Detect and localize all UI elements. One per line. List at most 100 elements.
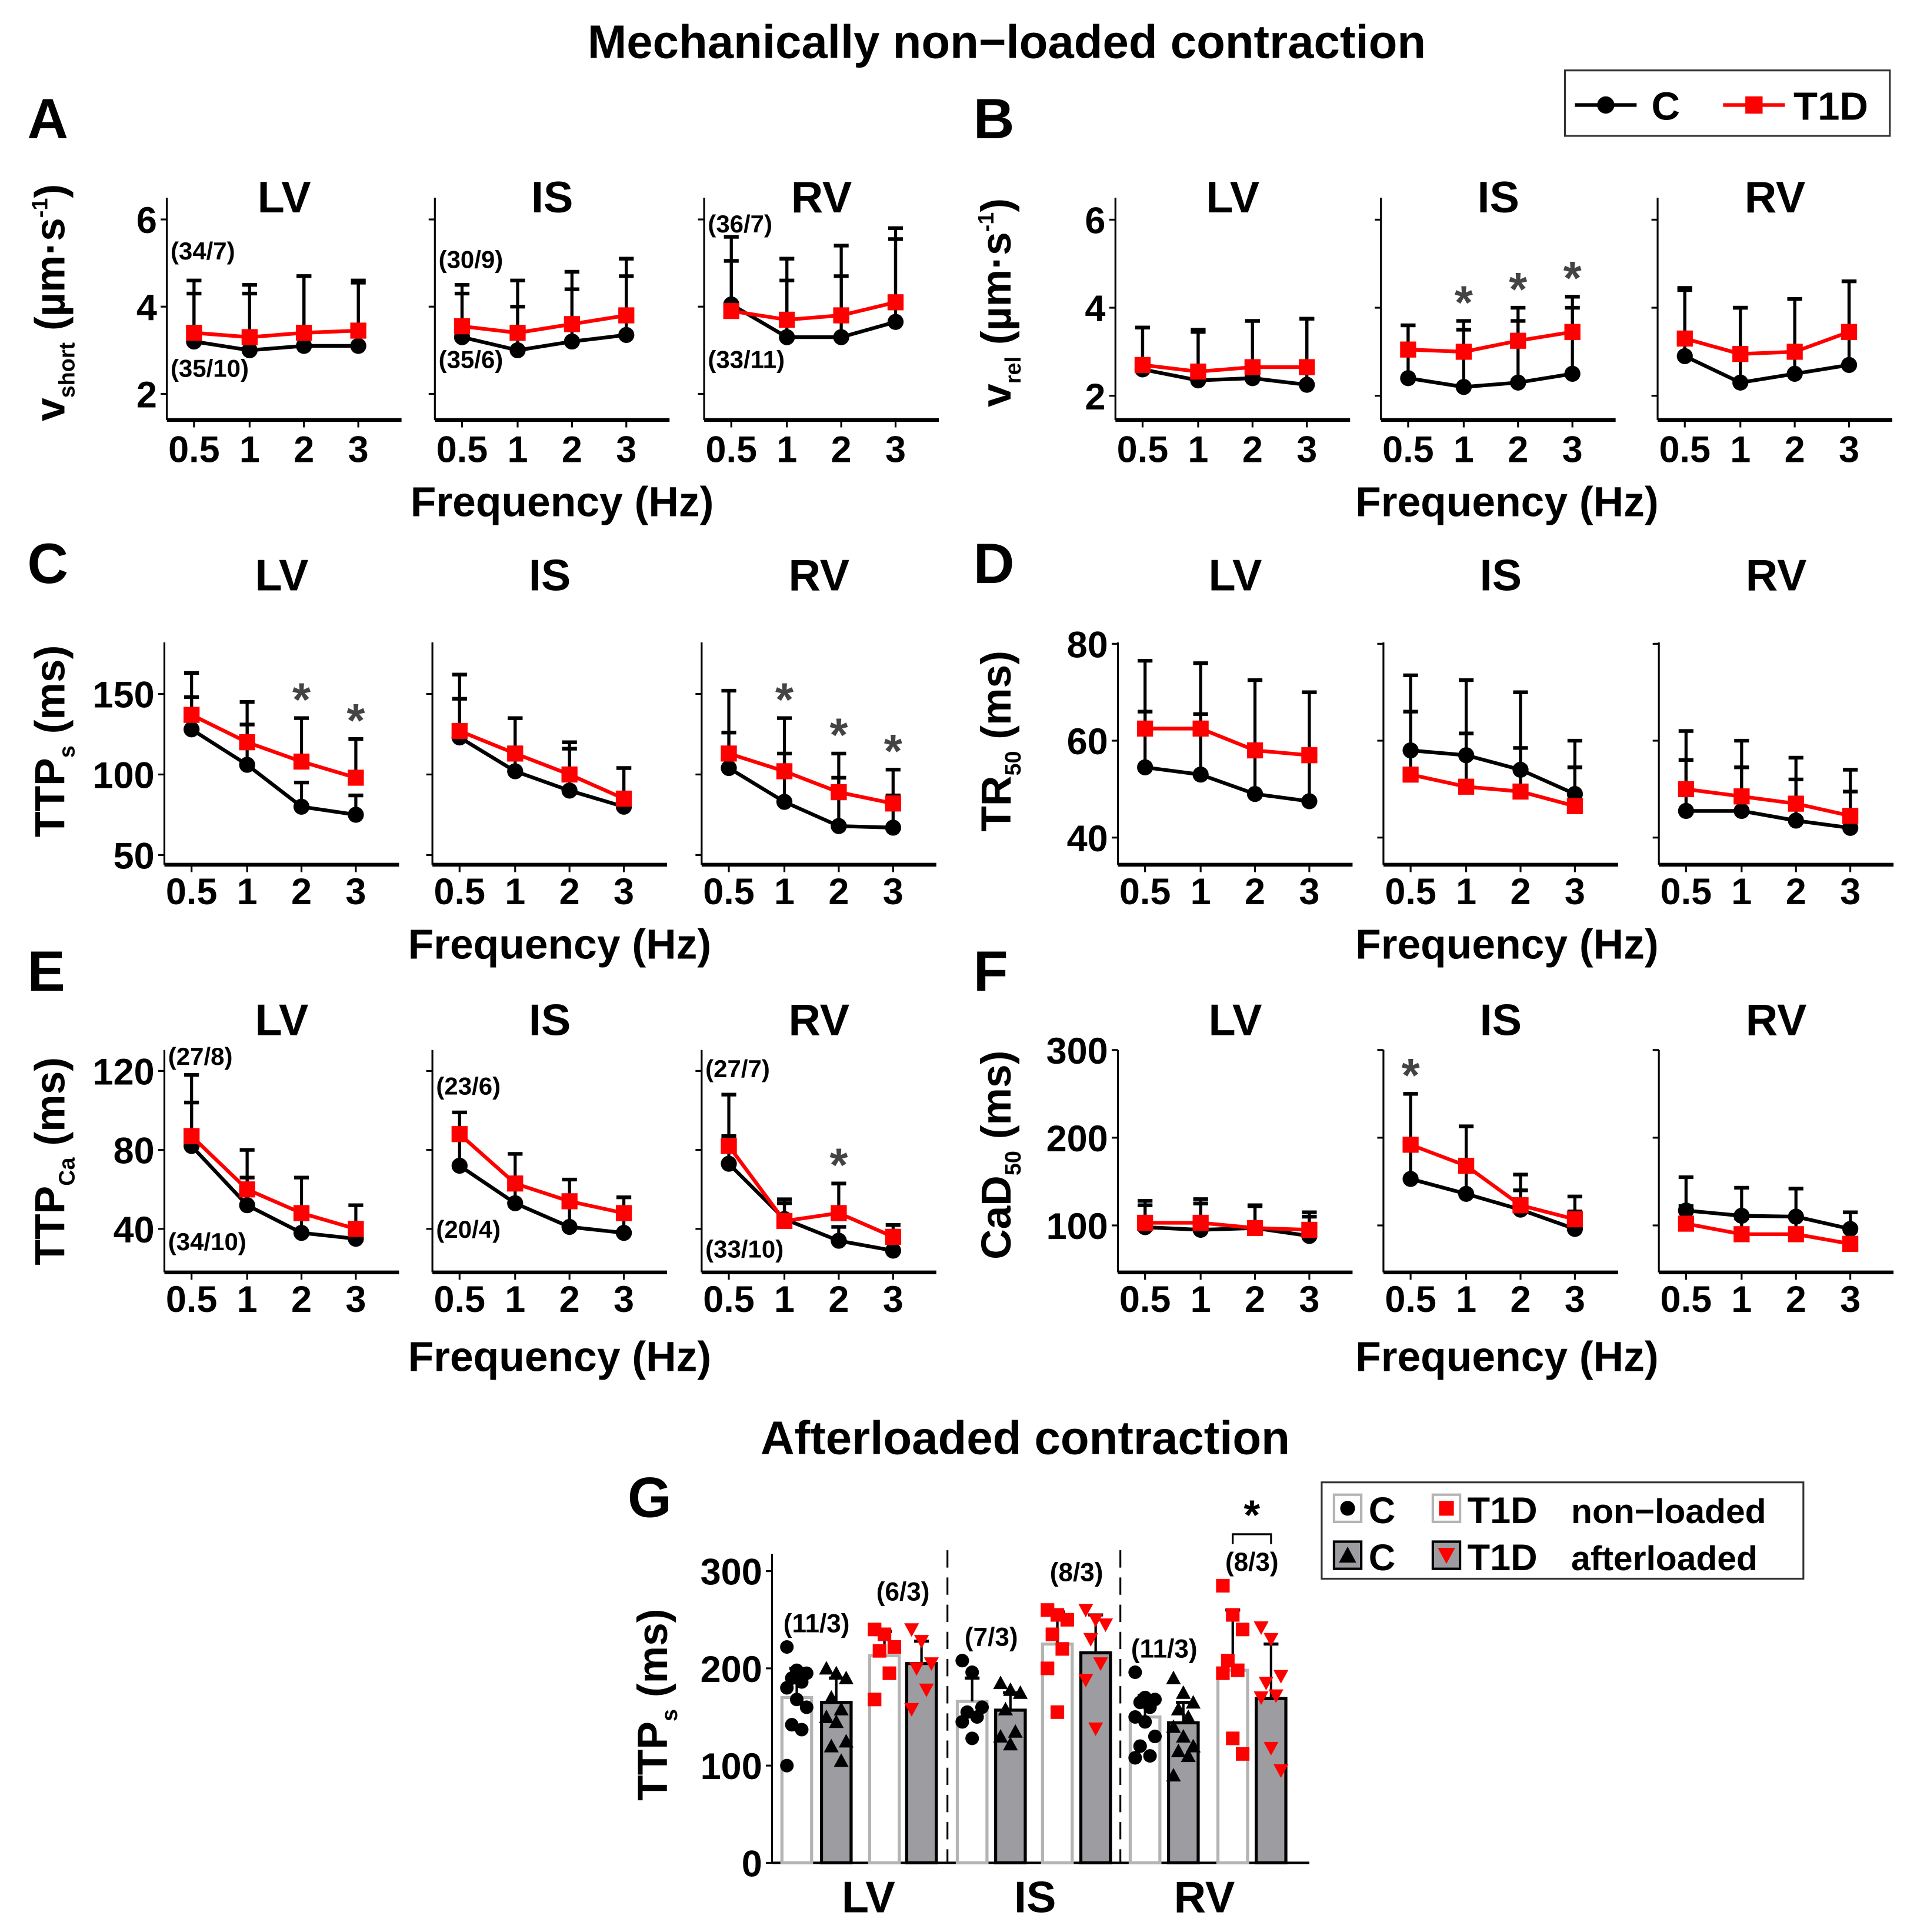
significance-star: * xyxy=(1455,276,1473,328)
y-tick-label: 300 xyxy=(701,1552,762,1593)
data-point-c xyxy=(350,338,366,354)
significance-star: * xyxy=(1243,1491,1260,1538)
x-axis-label: Frequency (Hz) xyxy=(408,1334,712,1381)
data-point-t1d xyxy=(1400,341,1416,358)
x-tick-label: 1 xyxy=(1731,871,1752,912)
subplot-rv: RV 0.5 1 2 3 xyxy=(1651,173,1893,470)
data-point-c xyxy=(1841,357,1858,374)
data-point-square xyxy=(1231,1663,1245,1677)
series-line-t1d xyxy=(462,313,627,335)
series-line-c xyxy=(728,766,894,830)
data-point-t1d xyxy=(779,311,795,328)
panel-letter: D xyxy=(973,532,1015,595)
data-point-c xyxy=(1733,1207,1750,1224)
data-point-square xyxy=(872,1644,886,1658)
n-label: (11/3) xyxy=(784,1609,850,1638)
subplot-title: LV xyxy=(1206,173,1259,222)
data-point-triangle-down xyxy=(909,1662,924,1676)
data-point-circle xyxy=(780,1640,794,1654)
data-point-c xyxy=(509,342,526,358)
group-rv: RV (11/3) (8/3) * xyxy=(1128,1491,1289,1922)
x-tick-label: 3 xyxy=(614,1279,634,1320)
data-point-t1d xyxy=(1299,359,1315,375)
series-line-c xyxy=(730,302,896,339)
x-tick-label: 3 xyxy=(1299,871,1319,912)
data-point-square xyxy=(1226,1731,1240,1746)
legend-t1d-label: T1D xyxy=(1793,85,1868,129)
y-tick-label: 150 xyxy=(93,675,155,716)
legend-c-marker xyxy=(1597,96,1615,114)
data-point-t1d xyxy=(1733,788,1750,805)
data-point-c xyxy=(721,1155,737,1172)
data-point-triangle-up xyxy=(1171,1701,1186,1716)
y-axis-label-part: (µm·s xyxy=(973,232,1020,357)
data-point-triangle-down xyxy=(1268,1689,1283,1703)
x-tick-label: 2 xyxy=(291,1279,312,1320)
legend-g-t1d-label-1: T1D xyxy=(1468,1490,1538,1531)
bar-t1d-afterloaded xyxy=(1079,1651,1112,1865)
data-point-triangle-up xyxy=(1185,1738,1201,1753)
x-tick-label: 0.5 xyxy=(1119,1279,1171,1320)
data-point-square xyxy=(1060,1613,1074,1627)
data-point-triangle-up xyxy=(1166,1719,1181,1733)
series-line-t1d xyxy=(194,328,359,339)
data-point-circle xyxy=(780,1681,794,1695)
series-line-t1d xyxy=(458,1132,625,1215)
subplot-is: IS 0.5 1 2 3 xyxy=(1377,551,1618,912)
data-point-t1d xyxy=(1733,1226,1750,1243)
data-point-c xyxy=(833,329,849,345)
data-point-t1d xyxy=(723,302,739,319)
y-axis-label-part: s xyxy=(55,745,79,758)
x-tick-label: 1 xyxy=(774,871,795,912)
data-point-circle xyxy=(1138,1715,1152,1729)
data-point-c xyxy=(1510,374,1526,391)
panel-letter: G xyxy=(628,1466,672,1529)
x-tick-label: 2 xyxy=(291,871,312,912)
data-point-t1d xyxy=(721,745,737,762)
x-tick-label: 3 xyxy=(348,429,369,470)
legend-g-triangle-up-icon xyxy=(1339,1546,1356,1563)
y-axis-label-part: 50 xyxy=(1001,1151,1026,1175)
data-point-square xyxy=(1041,1661,1055,1675)
data-point-t1d xyxy=(1512,783,1529,800)
x-tick-label: LV xyxy=(842,1873,895,1922)
data-point-c xyxy=(239,757,255,773)
y-axis-label-part: s xyxy=(658,1709,682,1721)
x-tick-label: 2 xyxy=(559,871,580,912)
x-tick-label: 1 xyxy=(1456,1279,1476,1320)
n-label-c: (34/10) xyxy=(168,1228,246,1255)
legend-g-t1d-label-2: T1D xyxy=(1468,1537,1538,1578)
x-tick-label: 2 xyxy=(831,429,852,470)
data-point-triangle-up xyxy=(819,1661,834,1675)
data-point-circle xyxy=(1143,1700,1157,1714)
n-label-t1d: (36/7) xyxy=(708,210,772,238)
x-tick-label: 1 xyxy=(1191,1279,1211,1320)
bar-t1d-non-loaded xyxy=(1216,1668,1249,1865)
data-point-t1d xyxy=(776,1213,793,1230)
y-axis-label: CaD50 (ms) xyxy=(973,1051,1026,1260)
series-line-c xyxy=(1145,765,1310,804)
legend-g-box xyxy=(1321,1481,1805,1580)
y-axis-label: vshort (µm·s-1) xyxy=(26,184,79,421)
group-lv: LV (11/3) (6/3) xyxy=(780,1578,939,1922)
subplot-is: IS 0.5 1 2 3 * xyxy=(1377,996,1618,1320)
data-point-t1d xyxy=(831,1205,847,1221)
data-point-square xyxy=(878,1627,892,1641)
data-point-triangle-up xyxy=(1185,1695,1201,1709)
data-point-t1d xyxy=(1678,1215,1694,1232)
x-tick-label: 0.5 xyxy=(1382,429,1434,470)
x-tick-label: 3 xyxy=(883,1279,904,1320)
data-point-t1d xyxy=(1842,808,1859,824)
data-point-circle xyxy=(965,1665,979,1680)
n-label-c: (33/10) xyxy=(705,1235,784,1263)
subplot-title: RV xyxy=(789,551,850,601)
data-point-t1d xyxy=(293,1205,310,1221)
subplot-is: IS 0.5 1 2 3 (30/9) (35/6) xyxy=(428,173,670,470)
series-line-c xyxy=(1686,1208,1851,1231)
data-point-t1d xyxy=(184,1128,200,1144)
data-point-t1d xyxy=(887,294,904,311)
legend-g-c-label-2: C xyxy=(1369,1537,1396,1578)
